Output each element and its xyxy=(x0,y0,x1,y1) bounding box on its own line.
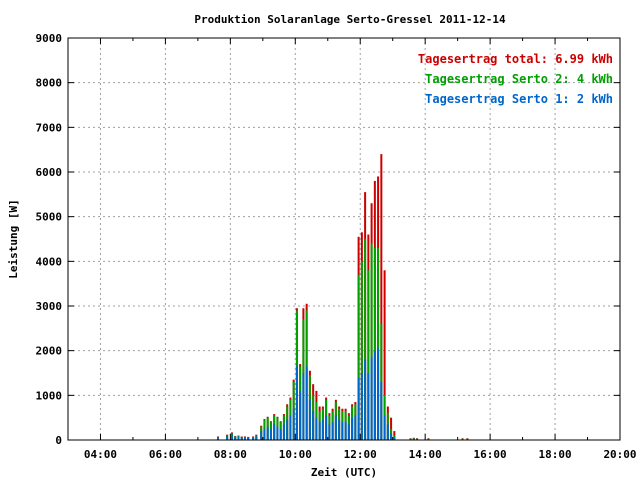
bar-serto1 xyxy=(273,424,276,440)
legend-entry: Tagesertrag total: 6.99 kWh xyxy=(418,52,613,66)
y-axis-title: Leistung [W] xyxy=(7,199,20,278)
bar-serto1 xyxy=(312,410,315,440)
y-tick-label: 8000 xyxy=(36,77,63,90)
grid xyxy=(68,38,620,440)
bar-serto1 xyxy=(351,417,354,440)
y-axis-ticks: 0 1000 2000 3000 4000 5000 6000 7000 8000 9000 xyxy=(36,32,620,447)
bar-serto1 xyxy=(364,359,367,440)
bar-serto1 xyxy=(292,408,295,440)
bar-serto1 xyxy=(383,415,386,440)
bar-serto2 xyxy=(357,274,360,440)
bar-total xyxy=(380,154,383,440)
bar-serto2 xyxy=(364,239,367,440)
bar-serto1 xyxy=(377,348,380,440)
bar-serto1 xyxy=(338,419,341,440)
bar-serto1 xyxy=(226,436,229,440)
bar-serto1 xyxy=(279,428,282,440)
bar-serto1 xyxy=(321,419,324,440)
y-tick-label: 1000 xyxy=(36,389,63,402)
y-tick-label: 9000 xyxy=(36,32,63,45)
bar-serto2 xyxy=(367,270,370,440)
bar-serto1 xyxy=(240,437,243,440)
bar-serto1 xyxy=(286,419,289,440)
bar-serto1 xyxy=(328,424,331,440)
x-tick-label: 14:00 xyxy=(409,448,442,461)
y-tick-label: 7000 xyxy=(36,121,63,134)
x-tick-label: 16:00 xyxy=(474,448,507,461)
bar-serto1 xyxy=(390,433,393,440)
bar-serto1 xyxy=(299,390,302,440)
bar-serto1 xyxy=(367,373,370,440)
bar-total xyxy=(383,270,386,440)
bar-serto1 xyxy=(393,437,396,440)
x-tick-label: 06:00 xyxy=(149,448,182,461)
chart-title: Produktion Solaranlage Serto-Gressel 201… xyxy=(194,13,506,26)
bar-serto1 xyxy=(269,428,272,440)
bar-serto2 xyxy=(373,247,376,440)
bar-serto1 xyxy=(260,431,263,440)
bar-serto1 xyxy=(344,422,347,440)
bar-serto1 xyxy=(289,415,292,440)
y-tick-label: 5000 xyxy=(36,211,63,224)
bar-serto1 xyxy=(325,415,328,440)
bar-serto1 xyxy=(357,377,360,440)
bar-serto1 xyxy=(370,357,373,440)
bar-serto1 xyxy=(295,366,298,440)
bar-serto1 xyxy=(354,415,357,440)
y-tick-label: 4000 xyxy=(36,255,63,268)
x-tick-label: 18:00 xyxy=(538,448,571,461)
bar-serto1 xyxy=(341,422,344,440)
x-tick-label: 12:00 xyxy=(344,448,377,461)
bar-serto1 xyxy=(266,426,269,440)
legend: Tagesertrag total: 6.99 kWh Tagesertrag S… xyxy=(418,52,613,106)
bar-serto1 xyxy=(380,381,383,440)
bar-serto2 xyxy=(377,247,380,440)
bar-serto1 xyxy=(360,373,363,440)
bar-serto1 xyxy=(305,366,308,440)
bar-serto1 xyxy=(247,437,250,440)
y-tick-label: 3000 xyxy=(36,300,63,313)
bar-serto1 xyxy=(276,426,279,440)
bar-serto1 xyxy=(412,438,415,440)
bar-serto1 xyxy=(252,437,255,440)
legend-entry: Tagesertrag Serto 1: 2 kWh xyxy=(425,92,613,106)
bar-serto2 xyxy=(370,243,373,440)
plot-frame xyxy=(67,37,621,441)
x-tick-label: 04:00 xyxy=(84,448,117,461)
bar-serto1 xyxy=(230,434,233,440)
x-tick-label: 20:00 xyxy=(603,448,636,461)
bar-serto1 xyxy=(217,437,220,440)
bar-serto1 xyxy=(347,424,350,440)
x-axis-title: Zeit (UTC) xyxy=(311,466,377,479)
bar-serto1 xyxy=(302,373,305,440)
bar-serto1 xyxy=(282,424,285,440)
bar-serto1 xyxy=(315,417,318,440)
y-tick-label: 0 xyxy=(55,434,62,447)
bar-serto1 xyxy=(331,422,334,440)
bar-serto1 xyxy=(234,436,237,440)
x-axis-ticks: 04:00 06:00 08:00 10:00 12:00 14:00 16:00 18:00… xyxy=(67,38,637,461)
bar-serto1 xyxy=(318,422,321,440)
bar-serto1 xyxy=(386,424,389,440)
bar-serto1 xyxy=(237,436,240,440)
y-tick-label: 6000 xyxy=(36,166,63,179)
bars xyxy=(217,154,469,440)
bar-serto1 xyxy=(255,436,258,440)
x-tick-label: 08:00 xyxy=(214,448,247,461)
bar-serto1 xyxy=(334,415,337,440)
bar-serto1 xyxy=(373,350,376,440)
bar-serto2 xyxy=(360,261,363,440)
y-tick-label: 2000 xyxy=(36,345,63,358)
legend-entry: Tagesertrag Serto 2: 4 kWh xyxy=(425,72,613,86)
x-tick-label: 10:00 xyxy=(279,448,312,461)
bar-serto1 xyxy=(308,399,311,440)
bar-serto1 xyxy=(243,437,246,440)
bar-serto1 xyxy=(263,428,266,440)
